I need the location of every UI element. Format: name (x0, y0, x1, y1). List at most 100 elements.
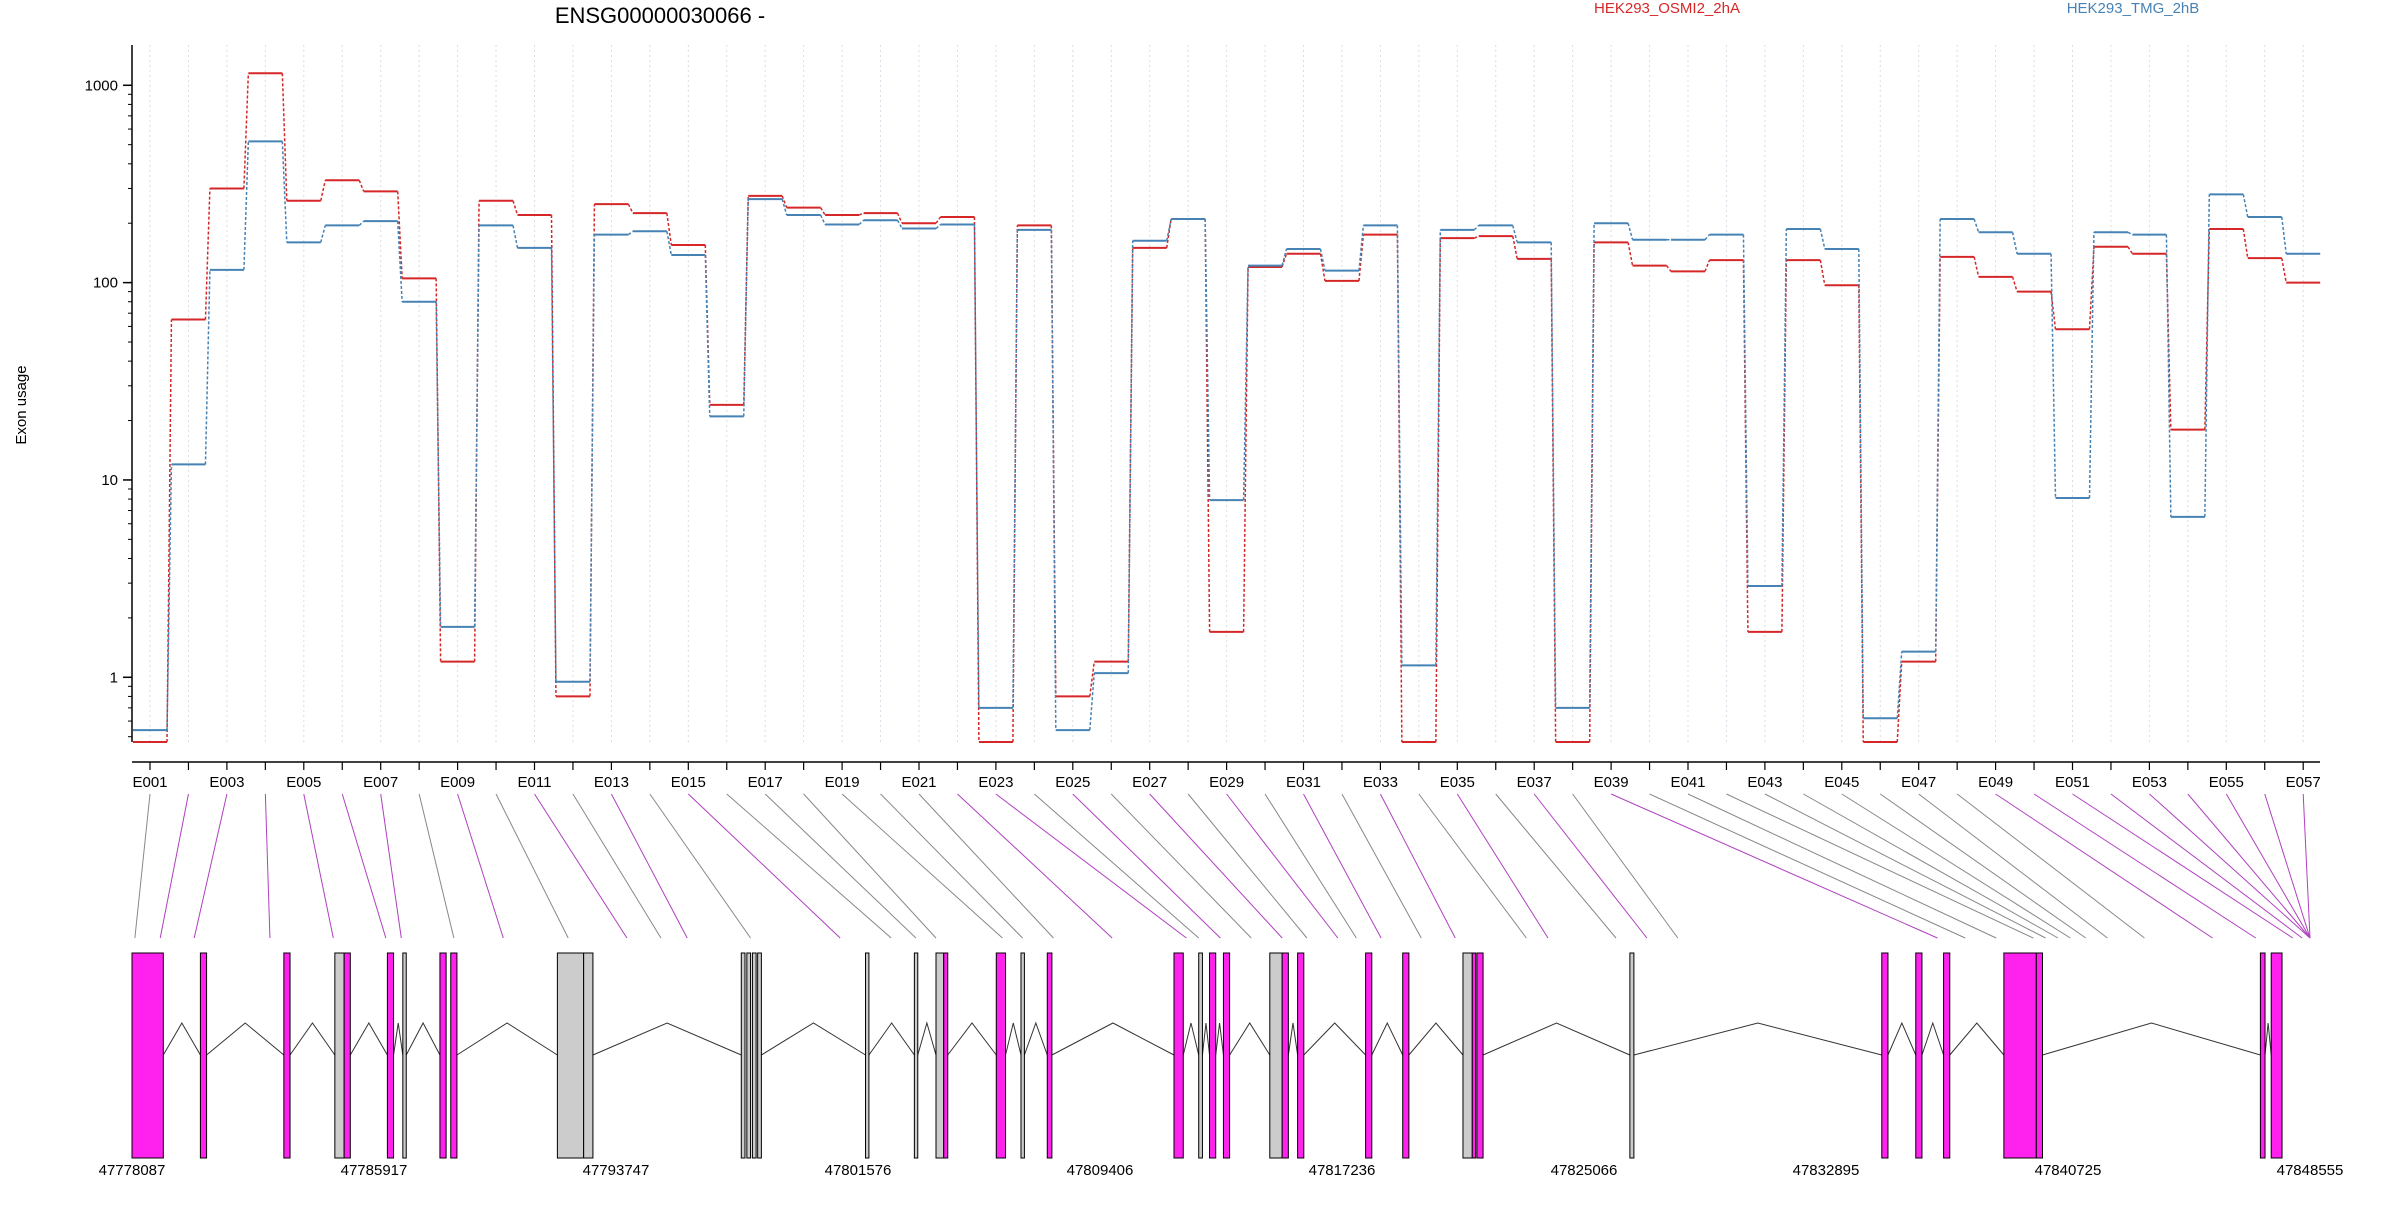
series-1-connector (2242, 194, 2249, 218)
exon-connector-E010 (495, 793, 569, 939)
exon-connector-E052 (2110, 793, 2303, 939)
exon-block-highlighted (1297, 952, 1305, 1159)
series-1-connector (1781, 228, 1788, 587)
series-0-connector (2050, 291, 2057, 330)
series-1-connector (1473, 224, 1480, 231)
x-tick-label: E015 (671, 774, 706, 791)
exon-block-highlighted (199, 952, 208, 1159)
exon-connector-E041 (1687, 793, 1997, 939)
exon-connector-E026 (1110, 793, 1252, 939)
exon-connector-E023 (995, 793, 1187, 939)
exon-connector-E020 (880, 793, 1023, 939)
exon-block-highlighted (943, 952, 949, 1159)
x-tick-label: E035 (1440, 774, 1475, 791)
series-1-connector (243, 141, 250, 270)
exon-connector-E003 (193, 793, 228, 939)
genomic-tick-label: 47840725 (2035, 1162, 2102, 1179)
exon-block (334, 952, 345, 1159)
genomic-tick-label: 47832895 (1793, 1162, 1860, 1179)
intron-line (1201, 1022, 1211, 1056)
series-1-connector (1973, 218, 1980, 233)
series-0-connector (858, 212, 864, 216)
series-0-connector (166, 319, 173, 743)
exon-connector-E055 (2225, 793, 2311, 939)
series-1-connector (1512, 225, 1518, 243)
x-tick-label: E023 (978, 774, 1013, 791)
series-0-connector (396, 191, 403, 279)
series-1-connector (2050, 253, 2057, 499)
intron-line (1921, 1021, 1945, 1056)
x-tick-label: E025 (1055, 774, 1090, 791)
series-0-connector (320, 180, 326, 201)
exon-block (1198, 952, 1203, 1159)
exon-block-highlighted (1281, 952, 1289, 1159)
intron-line (1051, 1022, 1175, 1056)
exon-connector-E015 (687, 793, 841, 939)
exon-connector-E038 (1572, 793, 1679, 939)
exon-block-highlighted (1943, 952, 1951, 1159)
x-tick-label: E005 (286, 774, 321, 791)
series-1-connector (781, 198, 788, 216)
genomic-tick-label: 47778087 (99, 1162, 166, 1179)
series-1-connector (1742, 234, 1749, 587)
series-0-connector (1319, 253, 1326, 282)
exon-connector-E036 (1495, 793, 1617, 939)
x-tick-label: E049 (1978, 774, 2013, 791)
series-0-connector (1127, 247, 1134, 662)
series-0-connector (512, 200, 519, 216)
intron-line (1303, 1022, 1366, 1056)
exon-connector-E030 (1264, 793, 1357, 939)
x-tick-label: E001 (132, 774, 167, 791)
exon-connector-E021 (918, 793, 1054, 939)
exon-block (757, 952, 762, 1159)
exon-block-highlighted (1046, 952, 1053, 1159)
x-tick-label: E009 (440, 774, 475, 791)
series-0-connector (2088, 246, 2095, 330)
exon-connector-E007 (380, 793, 402, 939)
series-1-connector (2281, 216, 2287, 254)
exon-block-highlighted (386, 952, 395, 1159)
series-1-connector (435, 301, 442, 627)
intron-line (405, 1021, 441, 1056)
exon-block-highlighted (1476, 952, 1484, 1159)
series-1-connector (627, 230, 634, 236)
exon-connector-E027 (1149, 793, 1283, 939)
series-1-connector (666, 231, 673, 256)
exon-connector-E009 (457, 793, 504, 939)
series-1-connector (1165, 218, 1172, 241)
exon-block-highlighted (1915, 952, 1923, 1159)
exon-block-highlighted (1209, 952, 1217, 1159)
series-1-connector (1127, 240, 1134, 674)
series-1-connector (858, 219, 865, 226)
exon-connector-E002 (159, 793, 189, 939)
intron-line (456, 1022, 558, 1056)
exon-connector-E008 (418, 793, 455, 939)
x-tick-label: E033 (1363, 774, 1398, 791)
series-0-connector (666, 213, 673, 246)
legend-entry-osmi2: HEK293_OSMI2_2hA (1594, 0, 1740, 17)
exon-block-highlighted (1173, 952, 1184, 1159)
intron-line (1215, 1022, 1224, 1056)
intron-line (947, 1022, 997, 1056)
x-tick-label: E019 (825, 774, 860, 791)
genomic-tick-label: 47817236 (1309, 1162, 1376, 1179)
series-0-connector (627, 203, 634, 214)
series-1-connector (204, 269, 211, 465)
series-1-connector (1242, 265, 1249, 501)
intron-line (1287, 1022, 1299, 1056)
series-0-connector (435, 278, 442, 662)
exon-connector-E050 (2033, 793, 2257, 939)
intron-line (1023, 1021, 1048, 1056)
exon-connector-E032 (1341, 793, 1422, 939)
exon-block (865, 952, 870, 1159)
intron-line (289, 1022, 336, 1056)
series-0-connector (896, 212, 903, 224)
exon-connector-E006 (341, 793, 387, 939)
exon-connector-E019 (841, 793, 1003, 939)
exon-connectors (134, 793, 2311, 939)
series-1-connector (320, 225, 326, 243)
series-0-connector (1896, 661, 1903, 743)
series-1-connector (2011, 232, 2018, 254)
exon-connector-E040 (1649, 793, 1966, 939)
series-1-connector (1281, 248, 1288, 266)
